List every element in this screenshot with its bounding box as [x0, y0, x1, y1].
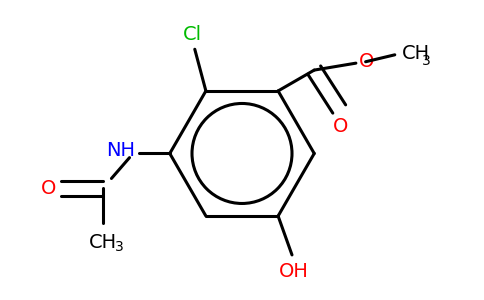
Text: Cl: Cl — [182, 25, 201, 44]
Text: O: O — [333, 117, 348, 136]
Text: O: O — [41, 179, 56, 198]
Text: 3: 3 — [422, 54, 431, 68]
Text: NH: NH — [106, 141, 135, 160]
Text: O: O — [359, 52, 374, 71]
Text: CH: CH — [402, 44, 430, 63]
Text: CH: CH — [89, 232, 117, 252]
Text: OH: OH — [278, 262, 308, 281]
Text: 3: 3 — [115, 240, 124, 254]
